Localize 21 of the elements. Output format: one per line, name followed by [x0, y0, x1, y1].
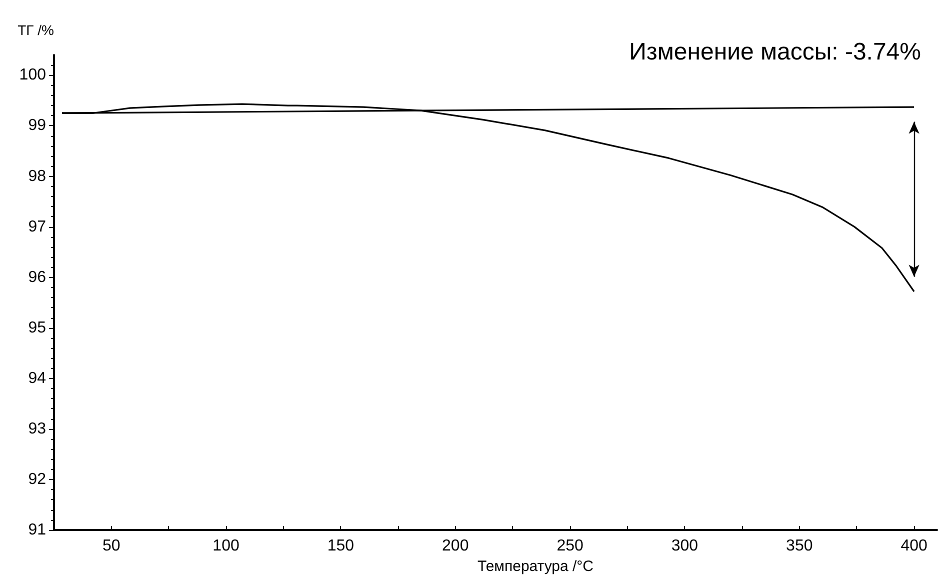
y-tick-label: 94: [28, 370, 46, 387]
x-tick-label: 150: [327, 538, 354, 554]
y-tick-label: 96: [28, 268, 46, 286]
x-axis-title: Температура /°C: [477, 558, 594, 575]
x-tick-label: 350: [786, 538, 813, 554]
y-tick-label: 93: [28, 420, 46, 438]
x-tick-label: 250: [556, 538, 584, 554]
y-tick-label: 95: [28, 319, 46, 336]
y-tick-label: 91: [28, 522, 46, 538]
y-tick-label: 97: [28, 218, 46, 236]
y-axis-title: ТГ /%: [18, 22, 54, 38]
y-tick-label: 92: [28, 470, 46, 488]
x-tick-label: 200: [442, 538, 469, 554]
x-tick-label: 400: [900, 538, 928, 554]
y-tick-label: 99: [28, 117, 46, 134]
y-tick-label: 100: [19, 66, 46, 84]
y-tick-label: 98: [28, 168, 46, 185]
x-tick-label: 100: [212, 538, 240, 554]
x-tick-label: 300: [671, 538, 698, 554]
x-tick-label: 50: [102, 538, 120, 554]
annotation: Изменение массы: -3.74%: [629, 38, 922, 66]
